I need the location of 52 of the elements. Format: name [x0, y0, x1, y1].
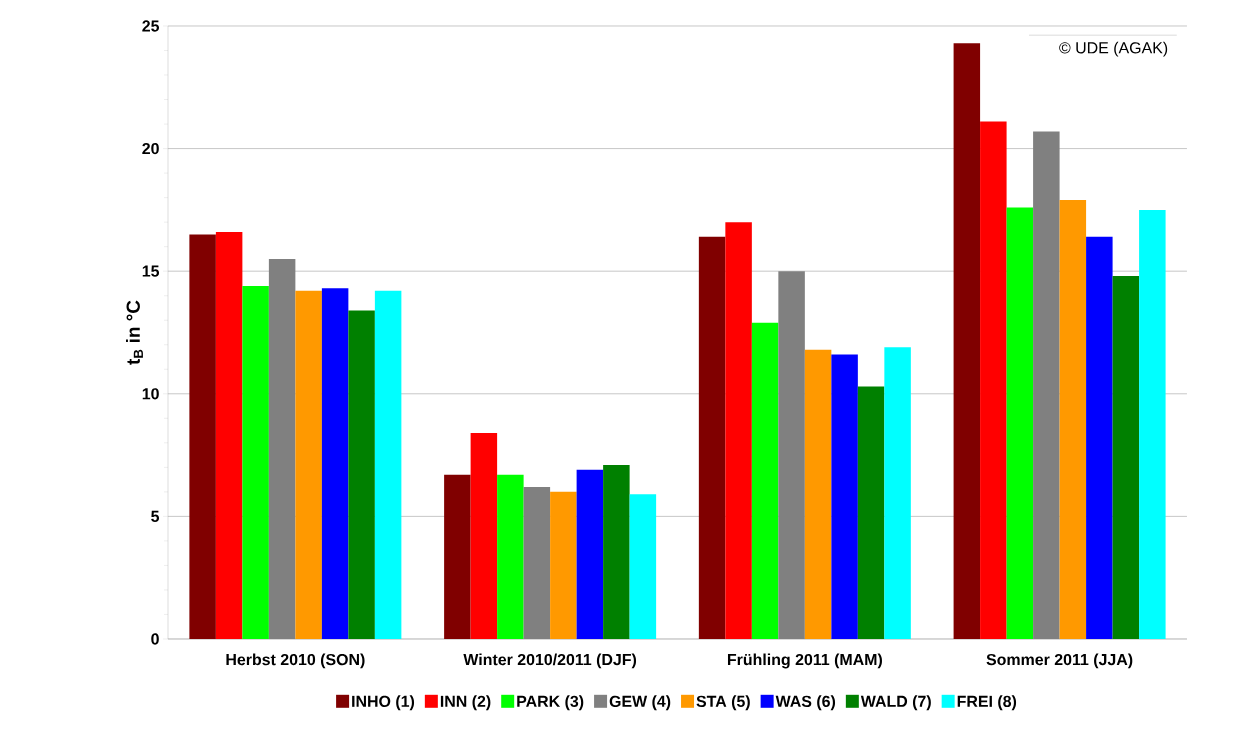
x-tick-label: Frühling 2011 (MAM)	[727, 653, 882, 669]
bar	[550, 491, 577, 639]
bar	[1139, 209, 1166, 639]
bar	[980, 121, 1007, 639]
bar	[1006, 207, 1034, 639]
legend-label: FREI (8)	[957, 695, 1017, 711]
bar	[725, 222, 752, 639]
y-tick-label: 0	[151, 633, 159, 645]
y-tick-label: 15	[142, 265, 160, 277]
y-axis-title: t$_{B}$ in °C	[126, 300, 143, 365]
bar	[321, 288, 349, 639]
legend-label: INHO (1)	[352, 695, 415, 711]
bar	[751, 322, 779, 639]
legend-label: GEW (4)	[609, 695, 671, 711]
bar	[497, 474, 524, 639]
bar	[857, 386, 885, 639]
bar	[576, 469, 604, 639]
bar	[698, 236, 726, 639]
legend-label: WAS (6)	[775, 695, 836, 711]
bar	[295, 290, 322, 639]
bar	[629, 494, 657, 639]
y-tick-label: 5	[151, 510, 160, 522]
legend-label: STA (5)	[696, 695, 750, 711]
bar	[831, 354, 858, 639]
y-tick-label: 10	[142, 388, 159, 400]
legend-label: WALD (7)	[860, 695, 931, 711]
bar	[1033, 131, 1060, 639]
y-tick-label: 20	[142, 142, 159, 155]
bar	[778, 271, 805, 639]
bar	[374, 290, 402, 639]
bar	[348, 310, 375, 639]
bar	[268, 258, 296, 639]
bar	[1112, 276, 1140, 639]
bar	[470, 433, 498, 639]
bar	[242, 285, 269, 639]
bar	[1086, 236, 1113, 639]
legend-label: PARK (3)	[517, 695, 584, 711]
bar	[603, 464, 630, 639]
bar	[1059, 200, 1087, 639]
bar	[215, 231, 243, 639]
bar	[804, 349, 832, 639]
x-tick-label: Winter 2010/2011 (DJF)	[463, 653, 637, 669]
bar	[444, 474, 471, 639]
x-tick-label: Sommer 2011 (JJA)	[986, 653, 1133, 669]
bar	[523, 486, 551, 639]
legend-label: INN (2)	[440, 695, 491, 711]
annotation: © UDE (AGAK)	[1059, 41, 1168, 57]
bar	[884, 347, 911, 639]
y-tick-label: 25	[142, 20, 160, 32]
x-tick-label: Herbst 2010 (SON)	[226, 653, 365, 669]
bar	[189, 234, 216, 639]
bar	[953, 43, 981, 639]
